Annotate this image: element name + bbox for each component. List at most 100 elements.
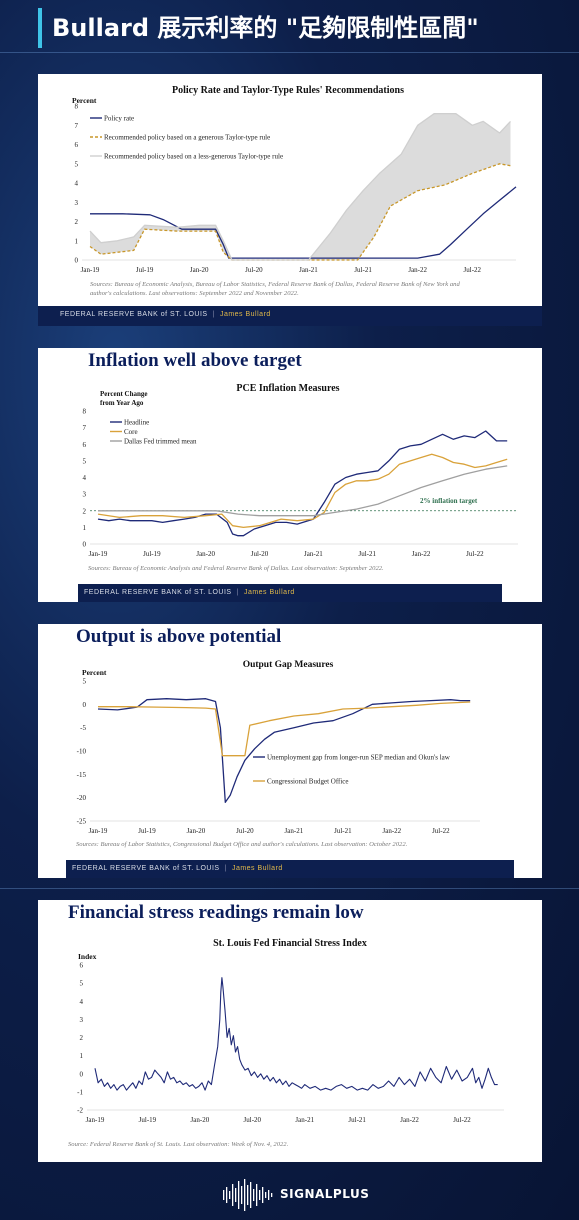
- decorative-line: [0, 888, 579, 889]
- series-line-0: [90, 186, 517, 259]
- x-tick-label: Jan-22: [383, 827, 402, 835]
- x-tick-label: Jul-19: [143, 550, 161, 558]
- y-tick-label: 2: [83, 507, 87, 515]
- y-tick-label: 3: [83, 491, 87, 499]
- y-tick-label: 4: [80, 998, 84, 1006]
- y-tick-label: 6: [83, 441, 87, 449]
- x-tick-label: Jan-22: [412, 550, 431, 558]
- x-tick-label: Jul-19: [136, 266, 154, 274]
- x-tick-label: Jul-20: [245, 266, 263, 274]
- y-tick-label: 7: [83, 424, 87, 432]
- y-tick-label: 0: [80, 1070, 84, 1078]
- legend-label: Dallas Fed trimmed mean: [124, 438, 197, 446]
- series-line-1: [89, 163, 511, 261]
- chart-title: PCE Inflation Measures: [236, 383, 339, 394]
- x-tick-label: Jan-21: [304, 550, 323, 558]
- y-tick-label: -1: [77, 1088, 83, 1096]
- footer-fed-name: FEDERAL RESERVE BANK of ST. LOUIS: [84, 589, 232, 596]
- chart-title: Output Gap Measures: [243, 660, 334, 670]
- decorative-line: [0, 52, 579, 53]
- x-tick-label: Jan-19: [89, 550, 108, 558]
- y-tick-label: -5: [80, 724, 86, 732]
- y-tick-label: 3: [75, 199, 79, 207]
- inflation-target-label: 2% inflation target: [420, 497, 478, 505]
- legend-label: Recommended policy based on a generous T…: [104, 134, 270, 142]
- y-tick-label: 5: [80, 980, 84, 988]
- y-tick-label: 4: [83, 474, 87, 482]
- x-tick-label: Jan-20: [191, 1116, 210, 1124]
- x-tick-label: Jan-22: [400, 1116, 419, 1124]
- slide-title: Output is above potential: [76, 626, 282, 647]
- y-tick-label: 0: [83, 541, 87, 549]
- x-tick-label: Jul-22: [453, 1116, 471, 1124]
- slide-title: Financial stress readings remain low: [68, 902, 364, 923]
- x-tick-label: Jan-21: [299, 266, 318, 274]
- y-tick-label: 2: [75, 218, 79, 226]
- slide-financial-stress: Financial stress readings remain low St.…: [38, 900, 542, 1162]
- x-tick-label: Jul-20: [236, 827, 254, 835]
- chart-title: Policy Rate and Taylor-Type Rules' Recom…: [172, 85, 404, 96]
- series-line-1: [98, 701, 471, 757]
- x-tick-label: Jan-21: [285, 827, 304, 835]
- chart-title: St. Louis Fed Financial Stress Index: [213, 938, 367, 949]
- y-tick-label: 1: [80, 1052, 84, 1060]
- x-tick-label: Jan-20: [190, 266, 209, 274]
- footer-bar: FEDERAL RESERVE BANK of ST. LOUIS | James …: [66, 860, 514, 878]
- series-line-1: [97, 453, 508, 529]
- chart-policy-rate: Policy Rate and Taylor-Type Rules' Recom…: [72, 85, 517, 297]
- y-tick-label: 3: [80, 1016, 84, 1024]
- source-note: Source: Federal Reserve Bank of St. Loui…: [68, 1141, 289, 1148]
- y-tick-label: -20: [77, 794, 87, 802]
- y-tick-label: 8: [83, 408, 87, 416]
- y-tick-label: 5: [83, 678, 87, 686]
- series-line-0: [97, 698, 471, 803]
- x-tick-label: Jan-19: [86, 1116, 105, 1124]
- series-line-2: [89, 113, 511, 261]
- y-tick-label: 6: [75, 141, 79, 149]
- x-tick-label: Jan-22: [408, 266, 427, 274]
- series-line-2: [98, 465, 508, 517]
- slide-output-gap: Output is above potential Output Gap Mea…: [38, 624, 542, 878]
- x-tick-label: Jul-21: [358, 550, 376, 558]
- source-note: Sources: Bureau of Economic Analysis and…: [88, 565, 384, 572]
- x-tick-label: Jul-22: [432, 827, 450, 835]
- x-tick-label: Jul-22: [464, 266, 482, 274]
- y-axis-label: Index: [78, 952, 97, 961]
- chart-financial-stress: St. Louis Fed Financial Stress Index Inde…: [68, 938, 504, 1148]
- x-tick-label: Jul-21: [334, 827, 352, 835]
- brand-name: SIGNALPLUS: [280, 1187, 370, 1201]
- legend-label: Congressional Budget Office: [267, 778, 349, 786]
- y-tick-label: 5: [75, 160, 79, 168]
- chart-output-gap: Output Gap Measures Percent -25 -20 -15 -10 -5…: [76, 660, 480, 848]
- x-tick-label: Jan-20: [196, 550, 215, 558]
- footer-bar: FEDERAL RESERVE BANK of ST. LOUIS | James …: [38, 306, 542, 326]
- y-tick-label: -15: [77, 771, 87, 779]
- legend-label: Recommended policy based on a less-gener…: [104, 153, 283, 161]
- x-tick-label: Jul-20: [244, 1116, 262, 1124]
- x-tick-label: Jul-20: [251, 550, 269, 558]
- series-line-0: [97, 430, 508, 537]
- source-note: author's calculations. Last observations…: [90, 290, 299, 297]
- brand-logo: SIGNALPLUS: [222, 1178, 372, 1212]
- footer-author: James Bullard: [231, 865, 283, 872]
- x-tick-label: Jul-19: [138, 827, 156, 835]
- y-tick-label: 6: [80, 962, 84, 970]
- y-tick-label: 7: [75, 122, 79, 130]
- legend-label: Core: [124, 428, 138, 436]
- y-tick-label: 0: [83, 701, 87, 709]
- soundwave-icon: [223, 1179, 273, 1211]
- y-tick-label: 8: [75, 103, 79, 111]
- y-axis-label: Percent Change: [100, 390, 148, 398]
- y-tick-label: 1: [75, 237, 79, 245]
- page-title: Bullard 展示利率的 "足夠限制性區間": [38, 8, 518, 48]
- y-axis-label: Percent: [72, 96, 97, 105]
- footer-fed-name: FEDERAL RESERVE BANK of ST. LOUIS: [72, 865, 220, 872]
- x-tick-label: Jul-21: [348, 1116, 366, 1124]
- y-tick-label: 5: [83, 457, 87, 465]
- x-tick-label: Jan-19: [89, 827, 108, 835]
- x-tick-label: Jul-21: [354, 266, 372, 274]
- y-tick-label: 2: [80, 1034, 84, 1042]
- taylor-rule-range-band: [90, 113, 511, 260]
- y-axis-label: from Year Ago: [100, 399, 144, 407]
- y-tick-label: 1: [83, 524, 87, 532]
